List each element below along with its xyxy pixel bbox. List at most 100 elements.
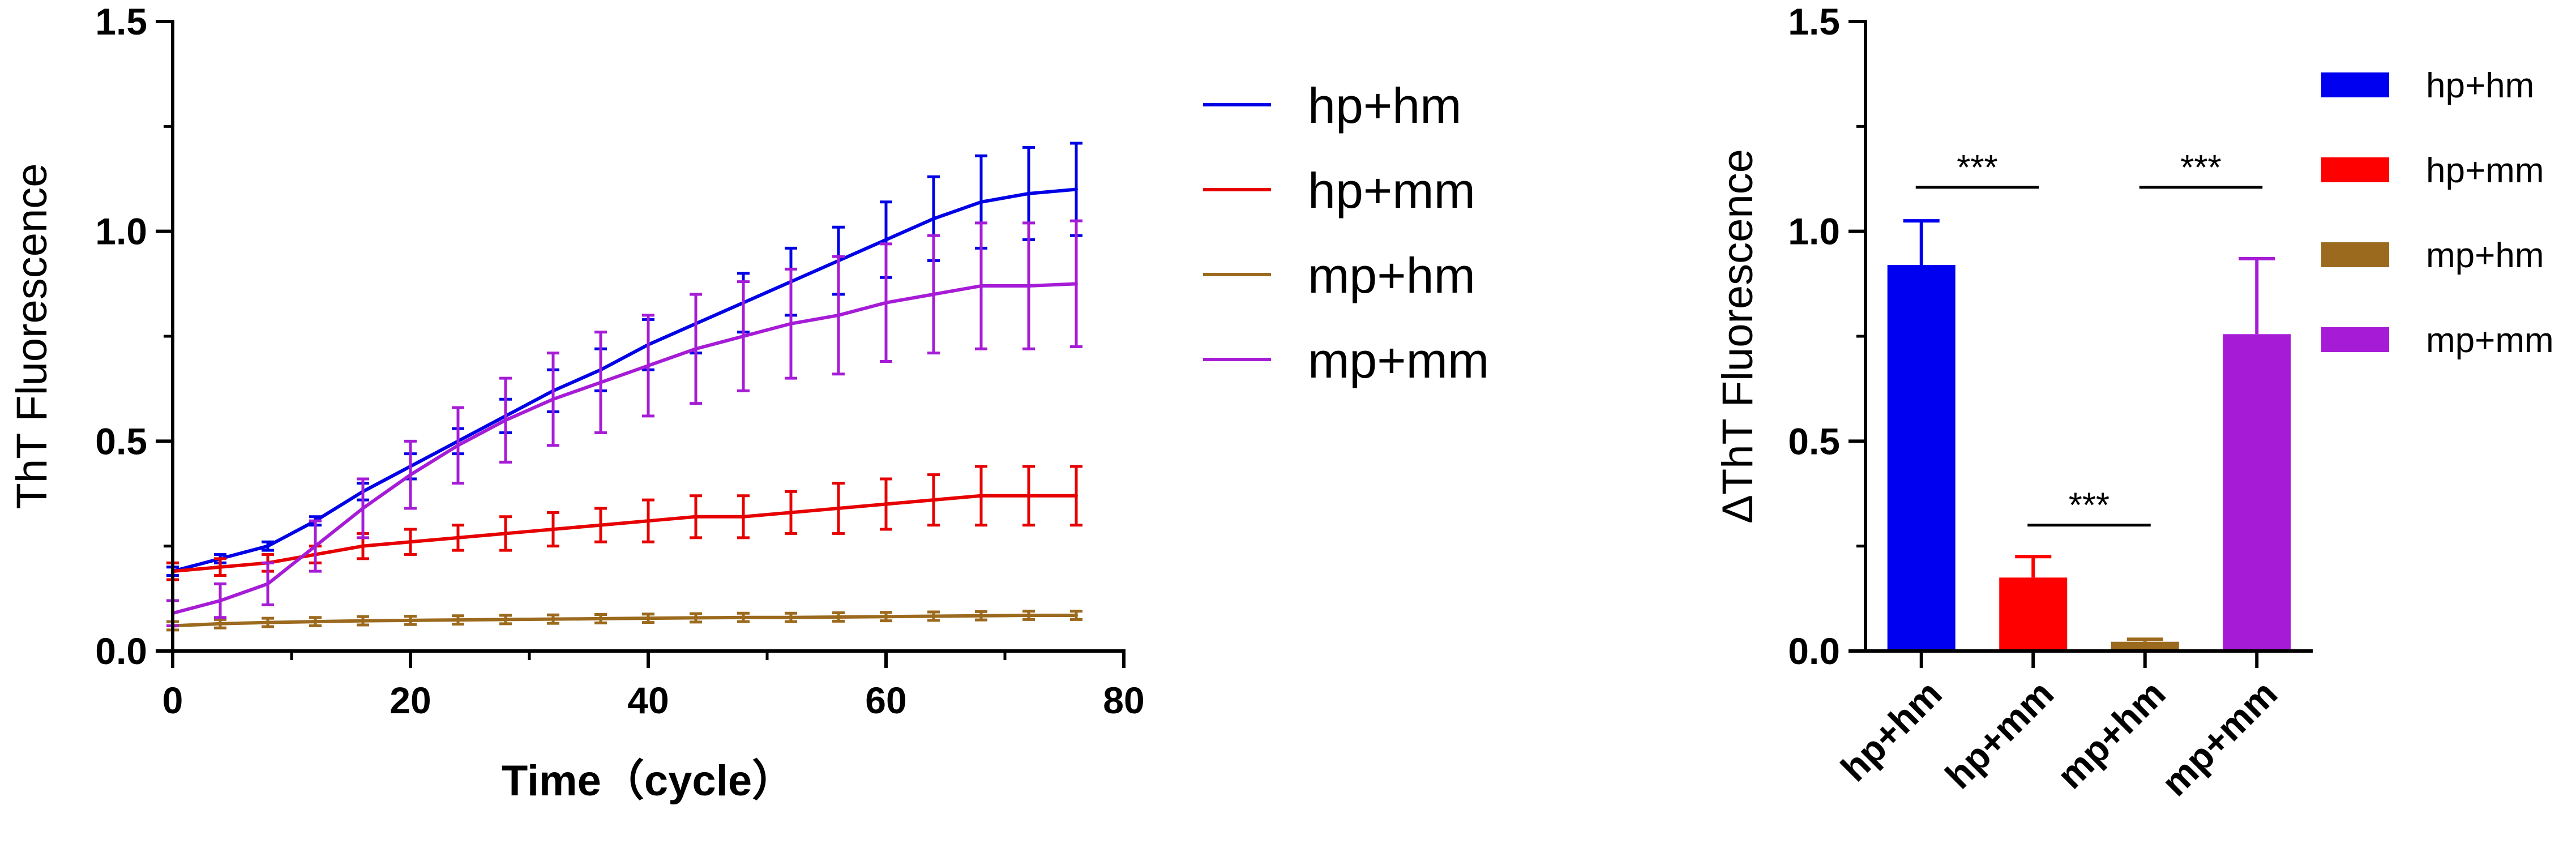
data-point — [694, 347, 698, 351]
y-tick-label: 0.0 — [1788, 630, 1840, 672]
line-chart-x-axis-title: Time（cycle） — [502, 757, 795, 805]
legend-swatch — [2321, 327, 2389, 352]
series-line — [172, 187, 1077, 573]
x-tick-label: 60 — [865, 679, 906, 721]
data-point — [361, 619, 365, 623]
data-point — [884, 301, 888, 305]
data-point — [551, 617, 555, 621]
y-tick-label: 1.5 — [1788, 1, 1840, 42]
legend-label: mp+mm — [2426, 321, 2554, 360]
data-point — [884, 615, 888, 619]
series-hp+hm — [166, 142, 1082, 577]
data-point — [884, 238, 888, 242]
legend-item: mp+mm — [1203, 332, 1489, 388]
x-tick-label: 40 — [627, 679, 669, 721]
data-point — [409, 618, 412, 622]
data-point — [789, 511, 793, 515]
data-point — [932, 614, 935, 618]
data-point — [1027, 494, 1030, 498]
data-point — [979, 284, 983, 288]
data-point — [314, 620, 317, 624]
data-point — [647, 363, 650, 367]
data-point — [409, 540, 412, 544]
data-point — [884, 502, 888, 506]
bar-group-hp+hm: hp+hm — [1833, 219, 1955, 789]
data-point — [979, 614, 983, 618]
series-hp+mm — [166, 465, 1082, 581]
data-point — [599, 523, 602, 527]
data-point — [1027, 613, 1030, 617]
data-point — [551, 397, 555, 401]
legend-label: mp+hm — [2426, 236, 2544, 275]
y-tick-label: 1.0 — [95, 211, 147, 252]
data-point — [979, 494, 983, 498]
data-point — [456, 618, 460, 622]
data-point — [456, 536, 460, 539]
legend-label: hp+hm — [1308, 78, 1462, 134]
x-tick-label: 80 — [1103, 679, 1144, 721]
x-tick-label: mp+mm — [2154, 673, 2286, 804]
data-point — [266, 582, 269, 586]
data-point — [266, 544, 269, 548]
data-point — [1075, 187, 1078, 191]
legend-label: hp+mm — [1308, 162, 1475, 219]
data-point — [789, 615, 793, 619]
data-point — [647, 616, 650, 620]
data-point — [361, 544, 365, 548]
bar — [1887, 264, 1955, 651]
data-point — [1075, 494, 1078, 498]
data-point — [504, 532, 507, 536]
significance-bracket: *** — [1915, 148, 2039, 189]
data-point — [504, 418, 507, 422]
y-tick-label: 1.0 — [1788, 211, 1840, 252]
significance-bracket: *** — [2027, 486, 2151, 527]
data-point — [837, 615, 840, 619]
legend-swatch — [2321, 72, 2389, 97]
data-point — [456, 443, 460, 447]
data-point — [314, 544, 317, 548]
data-point — [742, 515, 745, 519]
x-tick-label: mp+hm — [2049, 673, 2173, 797]
line-chart-ticks: 0.0 0.5 1.0 1.5 0 20 40 60 80 — [95, 1, 1144, 721]
data-point — [361, 506, 365, 510]
bar-group-hp+mm: hp+mm — [1937, 555, 2068, 796]
data-point — [932, 217, 935, 221]
significance-bracket: *** — [2139, 148, 2263, 189]
data-point — [1027, 191, 1030, 195]
data-point — [789, 322, 793, 326]
series-mp+mm — [166, 219, 1082, 628]
line-chart-series — [166, 142, 1082, 632]
bar-chart-y-axis-title: ΔThT Fluorescence — [1714, 149, 1762, 524]
significance-label: *** — [1957, 148, 1997, 187]
legend-label: hp+mm — [2426, 151, 2544, 190]
data-point — [837, 506, 840, 510]
data-point — [932, 498, 935, 502]
data-point — [409, 473, 412, 477]
series-mp+hm — [166, 610, 1082, 632]
data-point — [266, 620, 269, 624]
data-point — [979, 200, 983, 204]
data-point — [1027, 284, 1030, 288]
line-chart: 0.0 0.5 1.0 1.5 0 20 40 60 80 ThT Fluorescence T… — [8, 1, 1489, 805]
data-point — [551, 528, 555, 532]
data-point — [1075, 282, 1078, 286]
data-point — [694, 515, 698, 519]
legend-item: mp+hm — [2321, 236, 2544, 275]
bar-chart-significance: *** *** *** — [1915, 148, 2263, 527]
legend-label: hp+hm — [2426, 66, 2534, 105]
bar — [2111, 641, 2179, 651]
bar-chart-legend: hp+hm hp+mm mp+hm mp+mm — [2321, 66, 2554, 360]
data-point — [219, 622, 222, 626]
bar-chart-ticks: 0.0 0.5 1.0 1.5 — [1788, 1, 1865, 672]
legend-item: mp+hm — [1203, 247, 1475, 303]
legend-swatch — [2321, 157, 2389, 182]
x-tick-label: 20 — [390, 679, 431, 721]
bar-group-mp+mm: mp+mm — [2154, 256, 2291, 804]
series-line — [172, 494, 1076, 573]
legend-item: hp+hm — [1203, 78, 1462, 134]
data-point — [694, 616, 698, 620]
y-tick-label: 0.0 — [95, 630, 147, 672]
